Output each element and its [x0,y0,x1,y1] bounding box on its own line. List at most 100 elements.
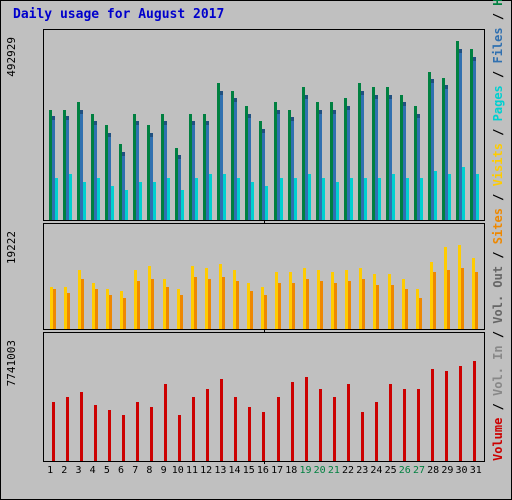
day-group [468,30,482,220]
bar [375,402,378,461]
x-tick-label: 10 [171,465,185,476]
x-tick-label: 27 [412,465,426,476]
day-group [398,30,412,220]
x-tick-label: 23 [355,465,369,476]
x-tick-label: 14 [227,465,241,476]
day-group [412,333,426,461]
bar [320,281,323,329]
day-group [341,30,355,220]
bar [448,174,451,220]
legend-item: Vol. In [491,345,505,396]
day-group [313,333,327,461]
day-group [187,333,201,461]
day-group [454,333,468,461]
chart-title: Daily usage for August 2017 [13,7,224,22]
bar [294,178,297,220]
x-tick-label: 26 [398,465,412,476]
x-tick-label: 29 [440,465,454,476]
day-group [159,224,173,329]
bar [164,384,167,461]
bar [180,295,183,329]
bar [150,407,153,461]
x-tick-label: 9 [157,465,171,476]
day-group [116,224,130,329]
bar [392,174,395,220]
x-tick-label: 5 [100,465,114,476]
bar [111,186,114,220]
day-group [355,224,369,329]
bar [350,178,353,220]
day-group [271,333,285,461]
bar [250,291,253,329]
bar [95,289,98,329]
day-group [327,333,341,461]
day-group [299,333,313,461]
bar [222,277,225,330]
y-axis-label: 19222 [5,231,18,264]
bar [123,298,126,330]
bar [447,270,450,329]
bar [476,174,479,220]
x-tick-label: 11 [185,465,199,476]
day-group [285,224,299,329]
day-group [74,333,88,461]
day-group [144,224,158,329]
x-tick-label: 8 [142,465,156,476]
bar [378,178,381,220]
day-group [384,333,398,461]
day-group [369,30,383,220]
day-group [454,30,468,220]
x-tick-label: 3 [71,465,85,476]
day-group [229,224,243,329]
bar [208,279,211,329]
day-group [229,333,243,461]
legend-item: Pages [491,85,505,121]
legend-item: Sites [491,208,505,244]
day-group [384,224,398,329]
bar [364,178,367,220]
day-group [102,333,116,461]
day-group [144,30,158,220]
x-tick-label: 18 [284,465,298,476]
bar [192,397,195,461]
day-group [116,30,130,220]
bar [445,371,448,461]
panel-middle [43,223,485,330]
x-tick-label: 16 [256,465,270,476]
bar [55,178,58,220]
bar [251,182,254,220]
bar [97,178,100,220]
bar [139,182,142,220]
day-group [102,30,116,220]
bar [278,283,281,329]
bar [361,412,364,461]
bar [178,415,181,461]
bar [433,272,436,329]
bar [137,281,140,329]
bar [348,281,351,329]
day-group [341,224,355,329]
bar [108,410,111,461]
bar [194,277,197,330]
bar [248,407,251,461]
day-group [201,333,215,461]
x-tick-label: 19 [298,465,312,476]
bar [66,397,69,461]
x-tick-label: 25 [384,465,398,476]
x-tick-label: 17 [270,465,284,476]
day-group [159,333,173,461]
bar [306,279,309,329]
day-group [285,333,299,461]
bar [417,389,420,461]
bar [167,178,170,220]
day-group [271,224,285,329]
day-group [355,333,369,461]
legend-item: / [491,6,505,28]
day-group [426,30,440,220]
day-group [215,224,229,329]
chart-container: Daily usage for August 2017 492929192227… [0,0,512,500]
bar [195,178,198,220]
bar [473,361,476,461]
day-group [468,333,482,461]
panel-bottom [43,332,485,462]
